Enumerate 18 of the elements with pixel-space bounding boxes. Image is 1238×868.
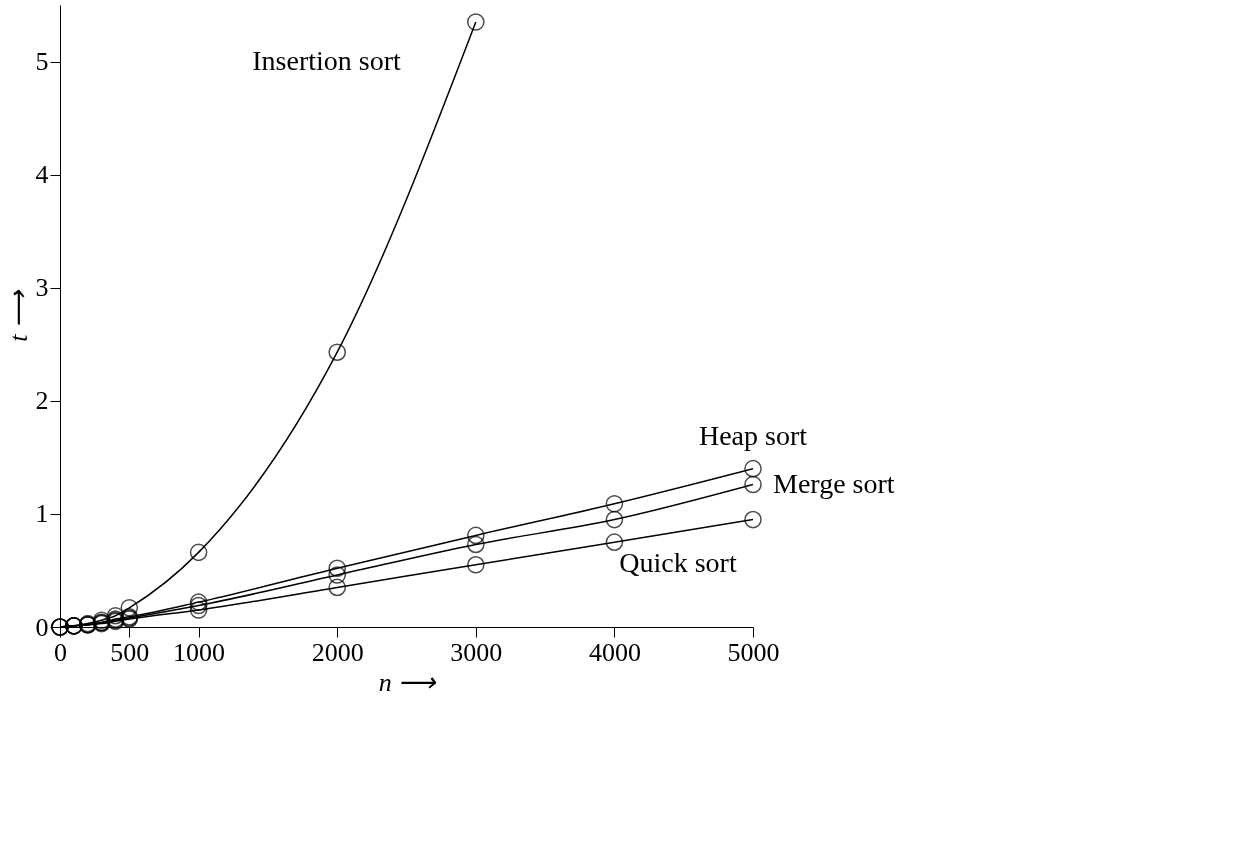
y-tick-label: 1 xyxy=(35,499,49,529)
series-label: Quick sort xyxy=(619,546,737,578)
series-label: Heap sort xyxy=(698,419,808,451)
x-axis-title: n ⟶ xyxy=(378,667,438,697)
y-axis-title: t ⟶ xyxy=(3,289,33,342)
y-tick-label: 4 xyxy=(35,160,49,190)
series-label: Insertion sort xyxy=(252,44,402,76)
x-tick-label: 3000 xyxy=(450,637,503,667)
y-tick-label: 2 xyxy=(35,386,49,416)
x-tick-label: 2000 xyxy=(311,637,364,667)
x-tick-label: 5000 xyxy=(727,637,780,667)
x-tick-label: 4000 xyxy=(588,637,641,667)
y-tick-label: 0 xyxy=(35,612,49,642)
y-tick-label: 3 xyxy=(35,273,49,303)
y-tick-label: 5 xyxy=(35,47,49,77)
x-tick-label: 500 xyxy=(110,637,150,667)
x-tick-label: 1000 xyxy=(173,637,226,667)
series-label: Merge sort xyxy=(773,467,895,499)
